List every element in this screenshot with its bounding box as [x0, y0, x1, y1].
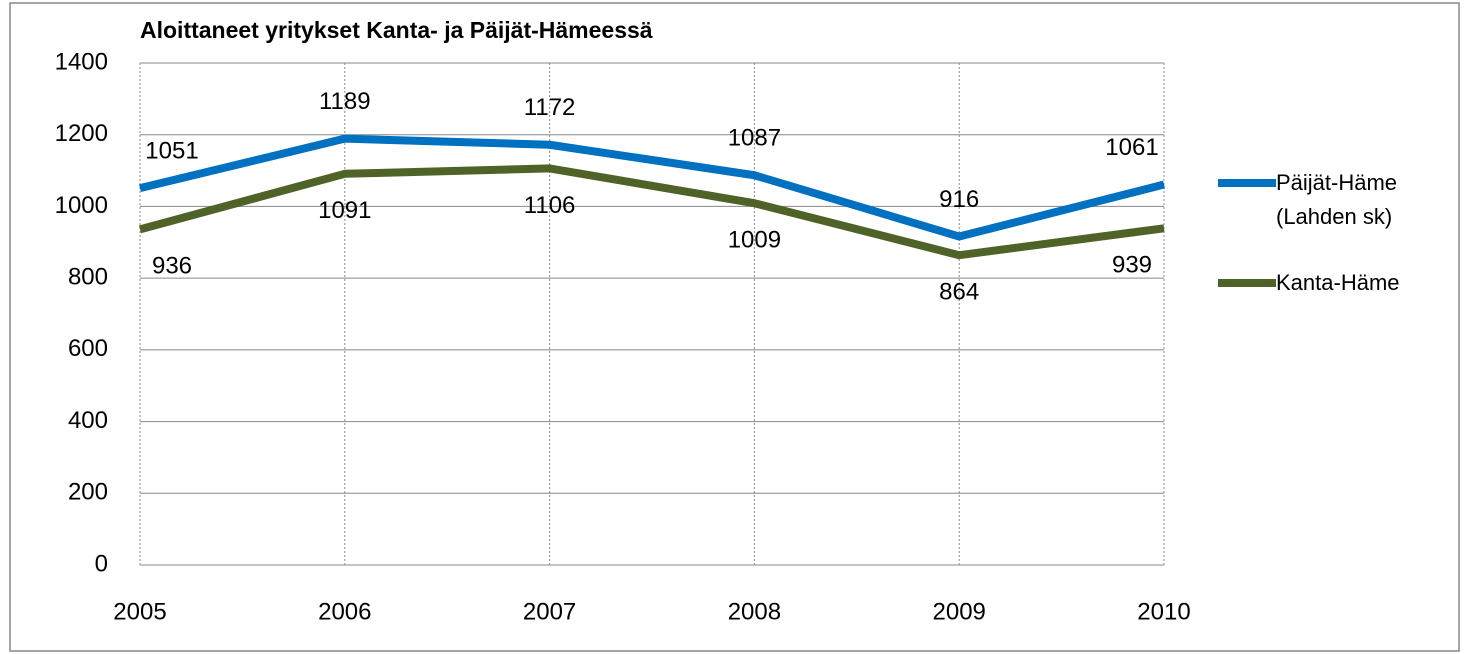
x-tick-label: 2009 [933, 598, 986, 625]
data-label: 1087 [728, 125, 781, 152]
data-label: 1172 [524, 94, 576, 121]
data-label: 1106 [524, 192, 576, 219]
y-tick-label: 1400 [55, 48, 108, 75]
y-tick-label: 200 [68, 479, 108, 506]
x-tick-label: 2007 [523, 598, 576, 625]
data-label: 1091 [318, 197, 371, 224]
data-label: 1189 [319, 88, 371, 115]
legend-entry: Kanta-Häme [1276, 270, 1400, 295]
x-tick-label: 2005 [113, 598, 166, 625]
y-tick-label: 800 [68, 263, 108, 290]
data-label: 1009 [728, 227, 781, 254]
x-tick-label: 2008 [728, 598, 781, 625]
data-label: 939 [1112, 252, 1152, 279]
y-tick-label: 0 [95, 550, 108, 577]
chart-frame [9, 2, 1460, 652]
y-tick-label: 1200 [55, 120, 108, 147]
chart-title: Aloittaneet yritykset Kanta- ja Päijät-H… [140, 17, 653, 43]
y-tick-label: 1000 [55, 192, 108, 219]
y-tick-label: 400 [68, 407, 108, 434]
x-tick-label: 2006 [318, 598, 371, 625]
data-label: 1061 [1105, 134, 1158, 161]
data-label: 916 [939, 186, 979, 213]
data-label: 864 [939, 279, 979, 306]
series-line [139, 134, 1165, 241]
data-label: 936 [152, 253, 192, 280]
series-line [138, 164, 1165, 260]
y-tick-label: 600 [68, 335, 108, 362]
legend-entry: Päijät-Häme (Lahden sk) [1276, 170, 1398, 229]
x-tick-label: 2010 [1137, 598, 1190, 625]
data-label: 1051 [145, 137, 198, 164]
